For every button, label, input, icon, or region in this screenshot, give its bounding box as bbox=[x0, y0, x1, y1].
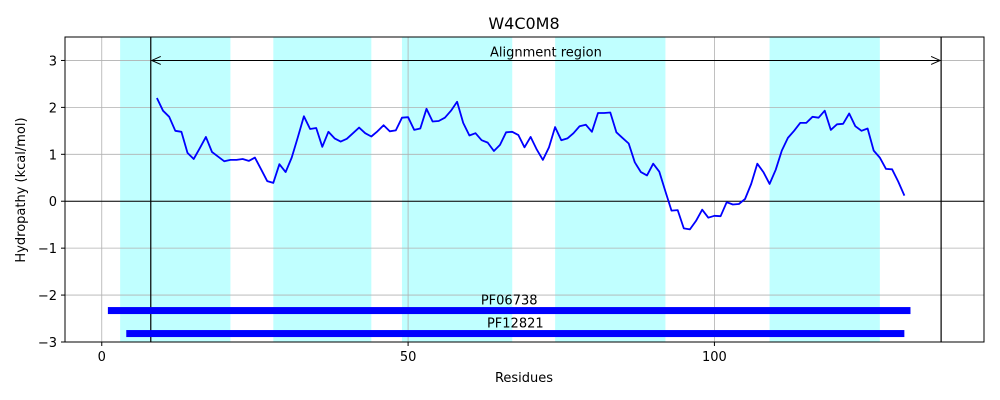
y-tick-label: 3 bbox=[49, 54, 57, 69]
domain-label: PF06738 bbox=[481, 294, 538, 309]
y-tick-label: 2 bbox=[49, 101, 57, 116]
plot-frame bbox=[64, 36, 985, 343]
reference-lines bbox=[65, 37, 984, 342]
shaded-region bbox=[769, 37, 880, 342]
chart-title: W4C0M8 bbox=[488, 14, 559, 33]
domain-bars: PF06738 PF12821 bbox=[107, 294, 911, 338]
y-axis-title: Hydropathy (kcal/mol) bbox=[14, 117, 29, 262]
y-tick-label: 0 bbox=[49, 195, 57, 210]
domain-label: PF12821 bbox=[487, 317, 544, 332]
annotations: Alignment region bbox=[150, 45, 942, 65]
y-tick-label: 1 bbox=[49, 148, 57, 163]
y-tick-label: −1 bbox=[38, 242, 57, 257]
alignment-arrow-head-left bbox=[150, 56, 161, 65]
alignment-region-label: Alignment region bbox=[490, 45, 602, 60]
shaded-region bbox=[120, 37, 231, 342]
x-tick-label: 50 bbox=[400, 350, 417, 365]
y-tick-label: −2 bbox=[38, 289, 57, 304]
y-tick-label: −3 bbox=[38, 336, 57, 351]
alignment-arrow-head-right bbox=[930, 56, 942, 65]
x-tick-label: 100 bbox=[702, 350, 727, 365]
shaded-regions bbox=[120, 37, 880, 342]
domain-bar bbox=[107, 307, 911, 315]
domain-bar bbox=[126, 330, 905, 338]
hydropathy-line bbox=[156, 97, 906, 231]
axes: 0 50 100 −3 −2 −1 0 1 2 3 bbox=[38, 36, 985, 365]
shaded-region bbox=[401, 37, 513, 342]
shaded-region bbox=[555, 37, 666, 342]
x-axis-title: Residues bbox=[495, 371, 553, 386]
series-layer bbox=[156, 97, 906, 231]
x-tick-label: 0 bbox=[98, 350, 106, 365]
shaded-region bbox=[273, 37, 372, 342]
